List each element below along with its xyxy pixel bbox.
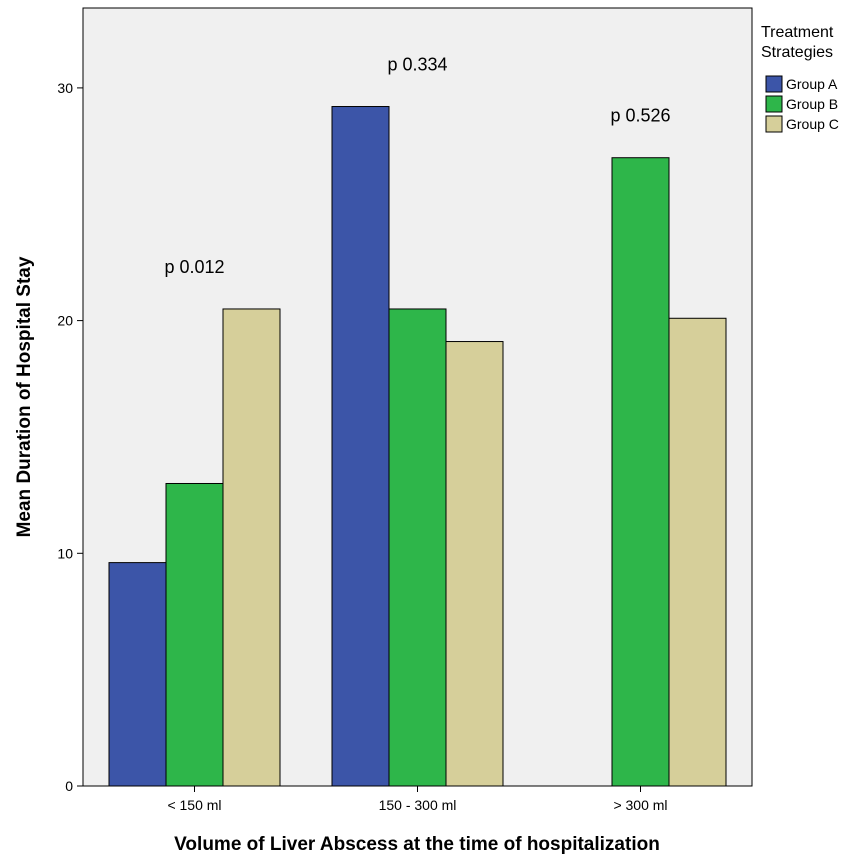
bar-group-a-150-ml: [108, 562, 167, 787]
x-tick-label-300-ml: > 300 ml: [613, 797, 667, 813]
bar-group-b-300-ml: [611, 157, 670, 787]
x-tick-label-150-ml: < 150 ml: [167, 797, 221, 813]
x-axis-title: Volume of Liver Abscess at the time of h…: [174, 834, 660, 855]
bar-group-c-150-300-ml: [445, 341, 504, 787]
y-tick-label-30: 30: [57, 80, 73, 96]
annotations: p 0.012 p 0.334 p 0.526: [164, 55, 670, 277]
bar-group-c-300-ml: [668, 317, 727, 787]
legend-items: Group A Group B Group C: [765, 75, 839, 133]
y-tick-label-0: 0: [65, 778, 73, 794]
bars-layer: [108, 106, 727, 787]
bar-group-a-150-300-ml: [331, 106, 390, 787]
x-axis: < 150 ml 150 - 300 ml > 300 ml: [167, 786, 668, 813]
bar-group-c-150-ml: [222, 308, 281, 787]
p-value-annotation-300-ml: p 0.526: [610, 106, 670, 126]
legend-label-group-b: Group B: [786, 96, 838, 112]
x-tick-label-150-300-ml: 150 - 300 ml: [379, 797, 457, 813]
p-value-annotation-150-ml: p 0.012: [164, 257, 224, 277]
bar-group-b-150-300-ml: [388, 308, 447, 787]
legend-title-line-1: Treatment: [761, 24, 834, 41]
legend-label-group-c: Group C: [786, 116, 839, 132]
y-axis-title: Mean Duration of Hospital Stay: [14, 256, 35, 537]
legend-swatch-group-b: [765, 95, 783, 113]
legend-swatch-group-a: [765, 75, 783, 93]
bar-group-b-150-ml: [165, 482, 224, 787]
legend-swatch-group-c: [765, 115, 783, 133]
y-tick-label-10: 10: [57, 545, 73, 561]
legend-label-group-a: Group A: [786, 76, 838, 92]
y-tick-label-20: 20: [57, 313, 73, 329]
p-value-annotation-150-300-ml: p 0.334: [387, 55, 447, 75]
legend-title-line-2: Strategies: [761, 44, 833, 61]
y-axis: 0 10 20 30: [57, 80, 83, 794]
